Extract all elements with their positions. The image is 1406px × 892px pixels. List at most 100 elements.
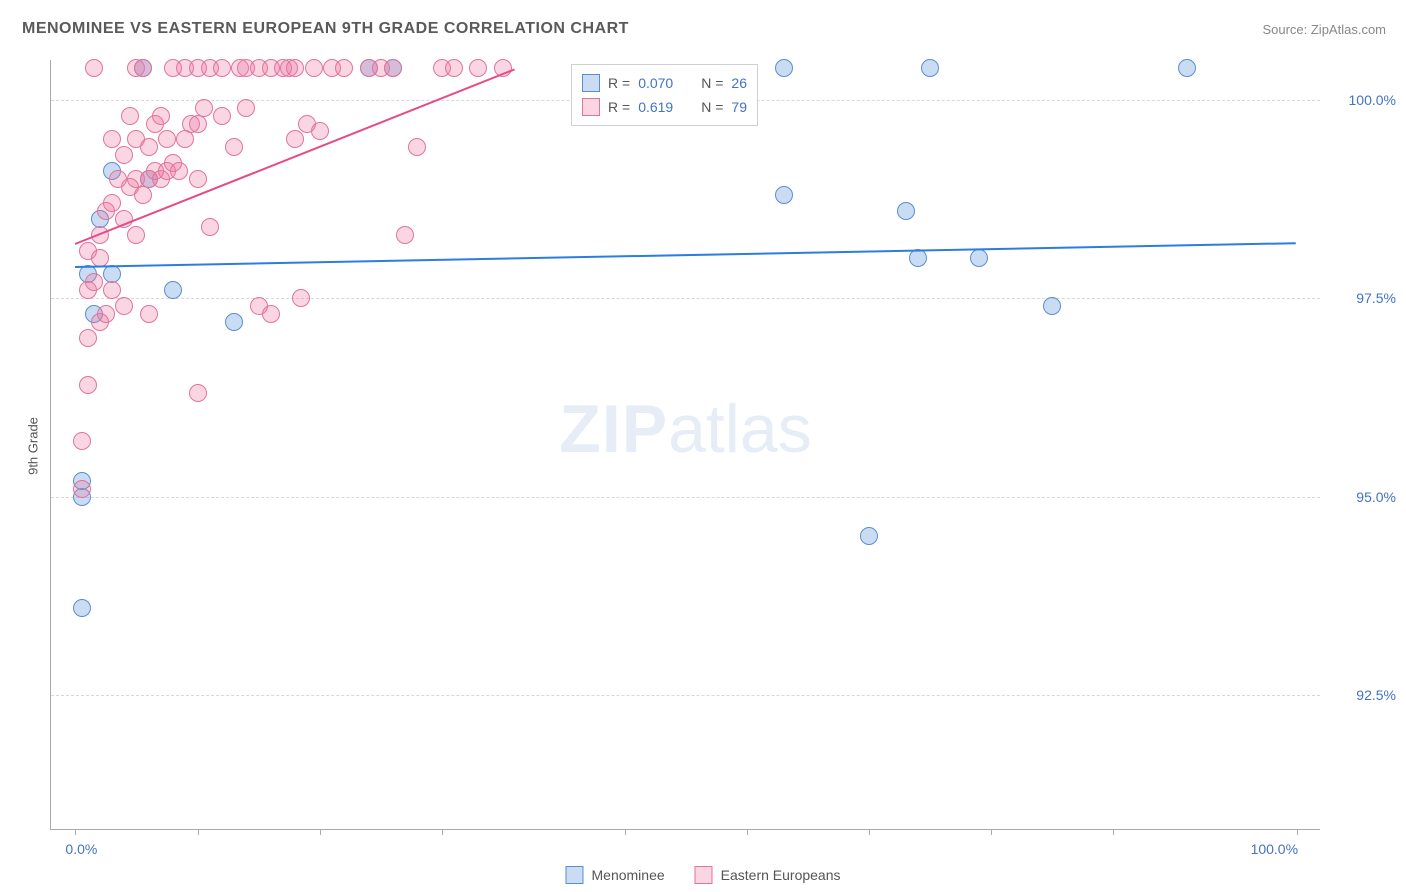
legend-row: R = 0.070 N = 26	[582, 71, 747, 95]
data-point	[408, 138, 426, 156]
data-point	[103, 281, 121, 299]
data-point	[127, 226, 145, 244]
plot-area: ZIPatlas 92.5%95.0%97.5%100.0%0.0%100.0%…	[50, 60, 1320, 830]
data-point	[225, 313, 243, 331]
data-point	[775, 186, 793, 204]
xtick	[625, 829, 626, 835]
data-point	[396, 226, 414, 244]
legend-swatch	[582, 98, 600, 116]
trend-line	[75, 68, 515, 244]
n-value: 79	[731, 99, 747, 115]
data-point	[103, 194, 121, 212]
data-point	[921, 59, 939, 77]
data-point	[305, 59, 323, 77]
xtick	[869, 829, 870, 835]
data-point	[158, 130, 176, 148]
xtick	[320, 829, 321, 835]
data-point	[384, 59, 402, 77]
legend-row: R = 0.619 N = 79	[582, 95, 747, 119]
data-point	[860, 527, 878, 545]
n-value: 26	[731, 75, 747, 91]
y-axis-label: 9th Grade	[25, 417, 40, 475]
chart-title: MENOMINEE VS EASTERN EUROPEAN 9TH GRADE …	[22, 20, 629, 38]
data-point	[189, 170, 207, 188]
gridline	[51, 298, 1320, 299]
data-point	[335, 59, 353, 77]
xtick	[991, 829, 992, 835]
data-point	[79, 329, 97, 347]
r-label: R =	[608, 99, 630, 115]
data-point	[79, 376, 97, 394]
data-point	[189, 384, 207, 402]
legend-label: Menominee	[591, 867, 664, 883]
data-point	[73, 432, 91, 450]
legend-label: Eastern Europeans	[721, 867, 841, 883]
watermark-bold: ZIP	[559, 391, 668, 467]
data-point	[292, 289, 310, 307]
correlation-legend: R = 0.070 N = 26 R = 0.619 N = 79	[571, 64, 758, 126]
xtick	[1113, 829, 1114, 835]
data-point	[286, 59, 304, 77]
data-point	[195, 99, 213, 117]
data-point	[909, 249, 927, 267]
r-label: R =	[608, 75, 630, 91]
bottom-legend: Menominee Eastern Europeans	[565, 866, 840, 884]
legend-swatch	[582, 74, 600, 92]
data-point	[176, 130, 194, 148]
data-point	[164, 281, 182, 299]
data-point	[469, 59, 487, 77]
data-point	[286, 130, 304, 148]
xtick	[1297, 829, 1298, 835]
data-point	[134, 59, 152, 77]
data-point	[225, 138, 243, 156]
data-point	[121, 107, 139, 125]
legend-swatch	[695, 866, 713, 884]
trend-line	[75, 243, 1296, 269]
data-point	[140, 138, 158, 156]
data-point	[97, 305, 115, 323]
legend-item: Menominee	[565, 866, 664, 884]
data-point	[73, 599, 91, 617]
data-point	[170, 162, 188, 180]
gridline	[51, 497, 1320, 498]
data-point	[115, 297, 133, 315]
ytick-label: 95.0%	[1356, 489, 1396, 505]
legend-item: Eastern Europeans	[695, 866, 841, 884]
ytick-label: 100.0%	[1349, 92, 1396, 108]
xtick	[442, 829, 443, 835]
gridline	[51, 695, 1320, 696]
data-point	[85, 273, 103, 291]
data-point	[970, 249, 988, 267]
data-point	[897, 202, 915, 220]
data-point	[445, 59, 463, 77]
source-text: Source: ZipAtlas.com	[1262, 22, 1386, 37]
xtick	[198, 829, 199, 835]
legend-swatch	[565, 866, 583, 884]
xtick-label: 100.0%	[1251, 841, 1298, 857]
data-point	[201, 218, 219, 236]
data-point	[152, 107, 170, 125]
data-point	[213, 107, 231, 125]
data-point	[103, 130, 121, 148]
data-point	[311, 122, 329, 140]
data-point	[237, 99, 255, 117]
data-point	[115, 146, 133, 164]
r-value: 0.619	[638, 99, 673, 115]
xtick	[75, 829, 76, 835]
watermark-rest: atlas	[668, 391, 812, 467]
r-value: 0.070	[638, 75, 673, 91]
ytick-label: 97.5%	[1356, 290, 1396, 306]
n-label: N =	[701, 99, 723, 115]
xtick	[747, 829, 748, 835]
n-label: N =	[701, 75, 723, 91]
data-point	[213, 59, 231, 77]
data-point	[262, 305, 280, 323]
data-point	[1178, 59, 1196, 77]
data-point	[85, 59, 103, 77]
data-point	[775, 59, 793, 77]
data-point	[189, 115, 207, 133]
data-point	[140, 305, 158, 323]
ytick-label: 92.5%	[1356, 687, 1396, 703]
data-point	[134, 186, 152, 204]
xtick-label: 0.0%	[65, 841, 97, 857]
